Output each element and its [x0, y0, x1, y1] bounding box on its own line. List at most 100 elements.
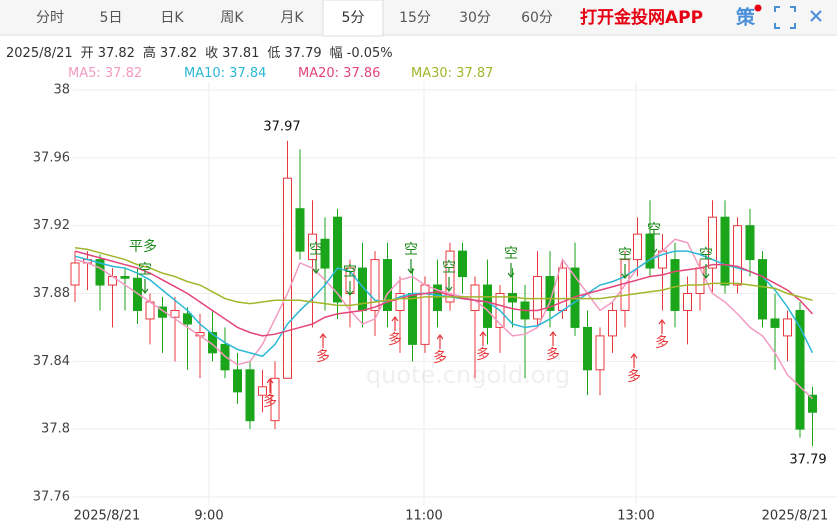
legend-name: MA5 — [68, 66, 96, 81]
tab-bar — [0, 0, 837, 35]
candle-body — [583, 326, 592, 371]
candle-body — [595, 335, 605, 371]
candle-body — [745, 225, 755, 261]
signal-arrow — [436, 334, 444, 349]
info-row: 2025/8/21 开 37.82 高 37.82 收 37.81 低 37.79 幅 -0.05% — [6, 45, 393, 61]
signal-label: 多 — [316, 348, 330, 365]
signal-arrow — [407, 259, 415, 274]
candle-body — [395, 293, 405, 311]
x-tick-label: 2025/8/21 — [762, 509, 829, 524]
info-value: 37.81 — [222, 46, 259, 61]
candle-body — [70, 262, 80, 286]
annotation: 37.97 — [263, 119, 300, 134]
y-tick-label: 37.8 — [41, 422, 70, 437]
x-tick-label: 9:00 — [194, 509, 223, 524]
tab[interactable]: 日K — [160, 10, 184, 26]
close-icon[interactable] — [810, 10, 822, 22]
candle-body — [383, 259, 392, 311]
y-tick-label: 37.84 — [33, 354, 70, 369]
info-date: 2025/8/21 — [6, 46, 73, 61]
candle-body — [120, 276, 130, 279]
signal-label: 空 — [647, 222, 661, 238]
signal-arrow — [319, 333, 327, 348]
tab[interactable]: 5分 — [342, 10, 365, 26]
signal-label: 多 — [627, 368, 641, 385]
signal-arrow — [650, 239, 658, 254]
signal-arrow — [445, 277, 453, 292]
tab-active-bg — [322, 0, 384, 37]
tab[interactable]: 周K — [220, 10, 244, 26]
info-value: 37.82 — [98, 46, 135, 61]
info-value: 37.82 — [160, 46, 197, 61]
legend-entry: MA30: 37.87 — [411, 66, 493, 81]
legend-value: 37.84 — [229, 66, 266, 81]
candle-body — [370, 259, 380, 311]
candle-body — [683, 293, 692, 311]
legend-value: 37.82 — [105, 66, 142, 81]
candle-body — [170, 309, 180, 318]
info-label: 开 — [81, 46, 94, 61]
watermark: quote.cngold.org — [366, 361, 570, 389]
candle-body — [233, 369, 242, 393]
signal-label: 空 — [138, 262, 152, 278]
signal-arrow — [549, 331, 557, 346]
candle-body — [308, 233, 317, 261]
tab[interactable]: 月K — [280, 10, 304, 26]
signal-label: 空 — [442, 260, 456, 276]
candle-body — [295, 208, 305, 252]
candle-body — [245, 369, 255, 422]
candle-body — [720, 216, 730, 286]
signal-arrow — [346, 281, 354, 296]
x-tick-label: 13:00 — [617, 509, 654, 524]
candle-body — [733, 225, 742, 286]
candle-body — [320, 238, 330, 269]
info-label: 低 — [267, 46, 280, 61]
tab[interactable]: 5日 — [100, 10, 123, 26]
candle-body — [808, 394, 817, 413]
signal-label: 多 — [433, 349, 447, 366]
signal-arrow — [479, 331, 487, 346]
ma-line — [74, 250, 814, 337]
y-tick-label: 37.96 — [33, 150, 70, 165]
signal-arrow — [266, 378, 274, 393]
candle-body — [708, 216, 717, 269]
legend-entry: MA5: 37.82 — [68, 66, 142, 81]
tab[interactable]: 15分 — [399, 10, 431, 26]
app-link[interactable]: 打开金投网APP — [580, 7, 703, 28]
annotation: 37.79 — [789, 453, 826, 468]
signal-arrow — [507, 263, 515, 278]
info-label: 收 — [205, 46, 218, 61]
candle-body — [408, 293, 417, 345]
candle-body — [608, 309, 617, 337]
signal-label: 空 — [343, 264, 357, 280]
candle-body — [758, 259, 767, 320]
signal-label: 空 — [504, 246, 518, 262]
candle-body — [633, 233, 642, 261]
candle-body — [270, 377, 280, 422]
legend-name: MA30 — [411, 66, 448, 81]
signal-label: 平多 — [129, 238, 157, 255]
candle-body — [533, 276, 542, 320]
info-value: -0.05% — [347, 46, 393, 61]
fullscreen-icon[interactable] — [774, 6, 796, 29]
tab[interactable]: 60分 — [521, 10, 553, 26]
tab[interactable]: 30分 — [459, 10, 491, 26]
signal-arrow — [312, 259, 320, 274]
candle-body — [258, 386, 267, 396]
y-tick-label: 37.88 — [33, 286, 70, 301]
ma-line — [74, 238, 814, 400]
strategy-icon[interactable]: 策 — [736, 6, 756, 29]
candle-body — [158, 306, 167, 318]
candle-body — [558, 267, 567, 311]
candle-body — [458, 250, 467, 278]
tab[interactable]: 分时 — [36, 10, 64, 26]
signal-label: 多 — [655, 334, 669, 351]
signal-label: 多 — [546, 346, 560, 363]
candle-body — [283, 177, 292, 379]
signal-arrow — [702, 264, 710, 279]
candle-body — [433, 284, 442, 311]
signal-label: 多 — [476, 346, 490, 363]
ma-line — [74, 246, 813, 307]
candle-body — [95, 259, 105, 286]
